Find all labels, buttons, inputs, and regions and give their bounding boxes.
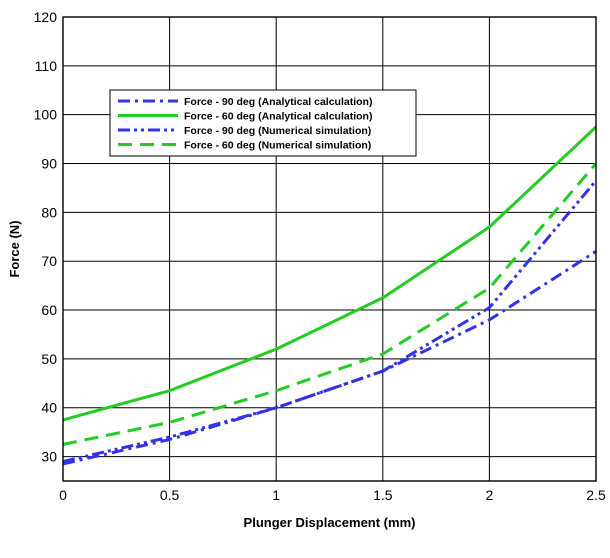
legend-label-2: Force - 60 deg (Analytical calculation) [184, 111, 372, 123]
series-lines [62, 125, 598, 466]
y-tick-label: 50 [41, 351, 57, 367]
tick-labels: 0 0.5 1 1.5 2 2.5 30 40 50 60 70 80 90 100 110 120 [34, 9, 606, 503]
y-tick-label: 80 [41, 204, 57, 220]
series-line-2 [62, 125, 598, 422]
y-tick-label: 110 [35, 58, 58, 74]
legend-label-3: Force - 90 deg (Numerical simulation) [184, 125, 371, 137]
y-tick-label: 30 [41, 449, 57, 465]
series-line-3 [62, 179, 598, 463]
x-tick-label: 0.5 [160, 487, 180, 503]
legend-label-4: Force - 60 deg (Numerical simulation) [184, 140, 371, 152]
legend-label-1: Force - 90 deg (Analytical calculation) [184, 96, 372, 108]
y-axis-label: Force (N) [7, 220, 22, 277]
y-tick-label: 120 [34, 9, 58, 25]
plot-frame [62, 16, 597, 482]
series-line-4 [62, 162, 598, 446]
y-tick-label: 70 [41, 253, 57, 269]
x-axis-label: Plunger Displacement (mm) [244, 515, 416, 530]
grid [62, 16, 597, 481]
x-tick-label: 2.5 [586, 487, 606, 503]
y-tick-label: 90 [41, 156, 57, 172]
y-tick-label: 60 [41, 302, 57, 318]
y-tick-label: 40 [41, 400, 57, 416]
x-tick-label: 1 [272, 487, 280, 503]
x-tick-label: 2 [486, 487, 494, 503]
y-tick-label: 100 [34, 107, 58, 123]
x-tick-label: 0 [59, 487, 67, 503]
legend: Force - 90 deg (Analytical calculation) F… [109, 89, 417, 157]
series-line-1 [62, 250, 597, 466]
x-tick-label: 1.5 [373, 487, 393, 503]
